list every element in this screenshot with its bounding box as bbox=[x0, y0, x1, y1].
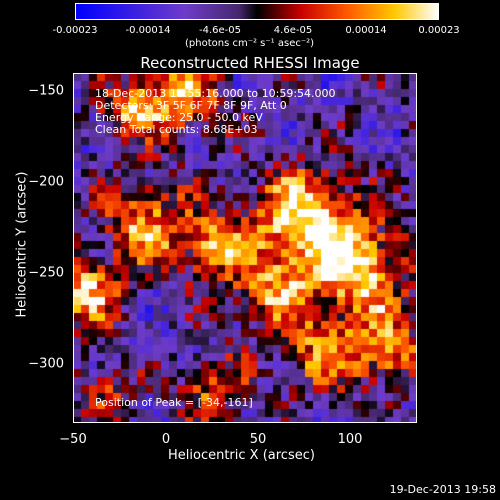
info-clean: Clean Total counts: 8.68E+03 bbox=[95, 123, 258, 136]
colorbar-units: (photons cm⁻² s⁻¹ asec⁻²) bbox=[185, 38, 315, 49]
x-tick: −50 bbox=[59, 432, 87, 447]
x-tick: 0 bbox=[161, 432, 171, 447]
x-tick: 50 bbox=[249, 432, 267, 447]
plot-title: Reconstructed RHESSI Image bbox=[140, 54, 360, 72]
colorbar-tick: 4.6e-05 bbox=[273, 25, 313, 36]
info-energy: Energy Range: 25.0 - 50.0 keV bbox=[95, 111, 263, 124]
colorbar-tick: 0.00023 bbox=[418, 25, 460, 36]
rhessi-image bbox=[73, 73, 417, 423]
y-tick: −250 bbox=[28, 265, 64, 281]
y-axis-label: Heliocentric Y (arcsec) bbox=[14, 171, 30, 318]
colorbar-tick: -0.00014 bbox=[125, 25, 171, 36]
peak-position: Position of Peak = [-34,-161] bbox=[95, 396, 253, 409]
x-tick: 100 bbox=[337, 432, 363, 447]
colorbar bbox=[75, 3, 439, 20]
y-tick: −200 bbox=[28, 174, 64, 190]
timestamp: 19-Dec-2013 19:58 bbox=[389, 483, 496, 496]
colorbar-tick: 0.00014 bbox=[345, 25, 387, 36]
colorbar-tick: -4.6e-05 bbox=[199, 25, 241, 36]
info-time: 18-Dec-2013 10:55:16.000 to 10:59:54.000 bbox=[95, 87, 336, 100]
colorbar-tick: -0.00023 bbox=[52, 25, 98, 36]
y-tick: −150 bbox=[28, 83, 64, 99]
y-tick: −300 bbox=[28, 356, 64, 372]
x-axis-label: Heliocentric X (arcsec) bbox=[168, 448, 315, 463]
info-detectors: Detectors: 3F 5F 6F 7F 8F 9F, Att 0 bbox=[95, 99, 287, 112]
